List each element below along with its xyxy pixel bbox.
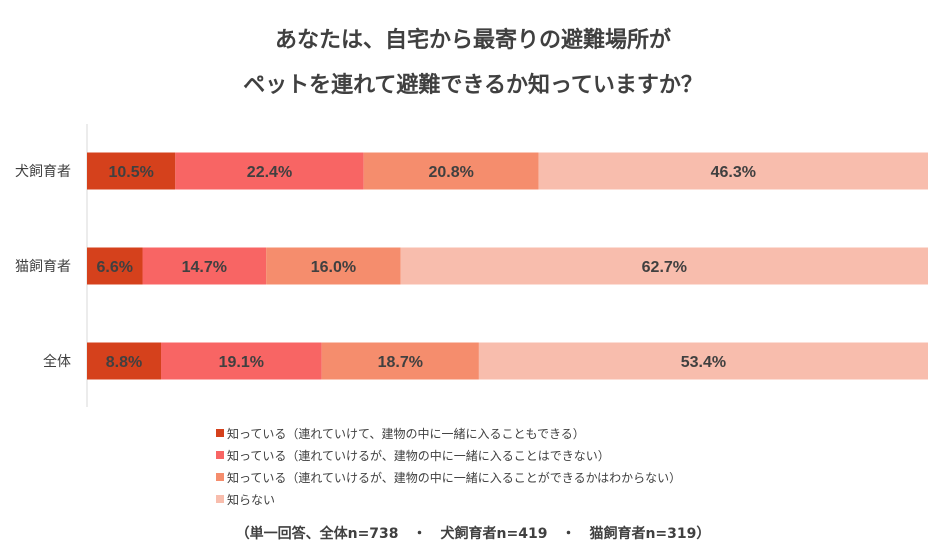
bar-segment bbox=[175, 152, 364, 190]
chart-title-line2: ペットを連れて避難できるか知っていますか？ bbox=[243, 73, 703, 98]
legend-swatch bbox=[216, 495, 224, 503]
bar-segment bbox=[478, 342, 928, 380]
legend-swatch bbox=[216, 429, 224, 437]
legend-item: 知っている（連れていけるが、建物の中に一緒に入ることはできない） bbox=[216, 444, 681, 466]
data-label: 6.6% bbox=[97, 259, 133, 276]
legend-label: 知らない bbox=[227, 492, 276, 507]
data-label: 8.8% bbox=[106, 354, 142, 371]
legend-item: 知っている（連れていけて、建物の中に一緒に入ることもできる） bbox=[216, 422, 681, 444]
bar-segment bbox=[363, 152, 539, 190]
data-label: 62.7% bbox=[642, 259, 687, 276]
data-label: 46.3% bbox=[711, 164, 756, 181]
category-label: 全体 bbox=[43, 353, 71, 370]
bar-segment bbox=[266, 247, 401, 285]
legend-swatch bbox=[216, 473, 224, 481]
bar-segment bbox=[87, 342, 162, 380]
legend-label: 知っている（連れていけて、建物の中に一緒に入ることもできる） bbox=[227, 426, 585, 441]
data-label: 20.8% bbox=[428, 164, 473, 181]
bar-segment bbox=[321, 342, 479, 380]
bar-segment bbox=[87, 152, 176, 190]
bar-segment bbox=[400, 247, 928, 285]
data-label: 19.1% bbox=[219, 354, 264, 371]
data-label: 18.7% bbox=[378, 354, 423, 371]
sample-size-footnote: （単一回答、全体n=738 ・ 犬飼育者n=419 ・ 猫飼育者n=319） bbox=[235, 526, 711, 542]
legend-swatch bbox=[216, 451, 224, 459]
category-label: 猫飼育者 bbox=[15, 259, 71, 275]
chart-legend: 知っている（連れていけて、建物の中に一緒に入ることもできる） 知っている（連れてい… bbox=[216, 422, 681, 510]
category-label: 犬飼育者 bbox=[15, 164, 71, 180]
data-label: 22.4% bbox=[247, 164, 292, 181]
bar-segment bbox=[142, 247, 267, 285]
data-label: 16.0% bbox=[311, 259, 356, 276]
data-label: 10.5% bbox=[108, 164, 153, 181]
bar-segment bbox=[538, 152, 928, 190]
bar-segment bbox=[87, 247, 143, 285]
legend-label: 知っている（連れていけるが、建物の中に一緒に入ることができるかはわからない） bbox=[227, 470, 682, 485]
chart-title-line1: あなたは、自宅から最寄りの避難場所が bbox=[274, 28, 671, 53]
legend-item: 知らない bbox=[216, 488, 681, 510]
bar-segment bbox=[161, 342, 322, 380]
legend-item: 知っている（連れていけるが、建物の中に一緒に入ることができるかはわからない） bbox=[216, 466, 681, 488]
data-label: 53.4% bbox=[681, 354, 726, 371]
data-label: 14.7% bbox=[182, 259, 227, 276]
legend-label: 知っている（連れていけるが、建物の中に一緒に入ることはできない） bbox=[227, 448, 610, 463]
